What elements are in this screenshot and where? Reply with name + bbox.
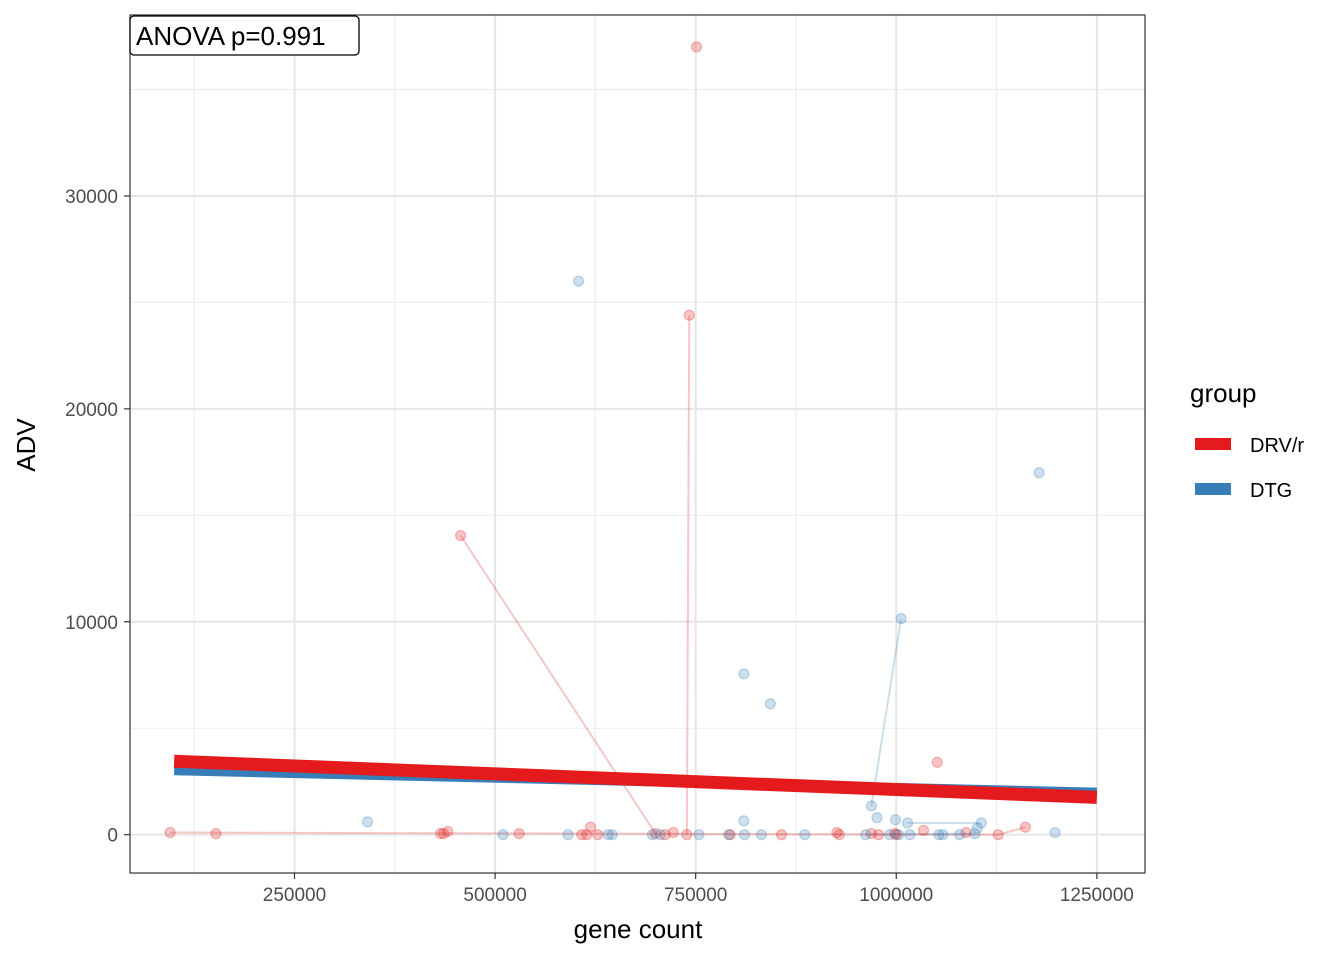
data-point-drv-r bbox=[831, 826, 843, 839]
pair-lines bbox=[170, 315, 1026, 836]
data-point-dtg bbox=[606, 829, 618, 841]
data-point-drv-r bbox=[442, 825, 454, 838]
y-tick-label: 10000 bbox=[65, 613, 118, 634]
data-point-dtg bbox=[602, 829, 614, 841]
annotation-box bbox=[129, 15, 360, 56]
data-point-drv-r bbox=[683, 309, 695, 321]
pair-line-drv-r bbox=[685, 315, 691, 835]
data-point-dtg bbox=[646, 829, 658, 841]
data-point-dtg bbox=[860, 829, 872, 841]
data-point-dtg bbox=[895, 612, 907, 625]
data-point-dtg bbox=[799, 829, 811, 841]
data-point-dtg bbox=[884, 829, 896, 841]
legend-label-dtg: DTG bbox=[1250, 480, 1292, 502]
pair-line-drv-r bbox=[997, 826, 1026, 836]
data-point-dtg bbox=[361, 816, 374, 828]
data-point-drv-r bbox=[960, 826, 972, 839]
trend-lines bbox=[173, 754, 1098, 804]
data-point-drv-r bbox=[438, 828, 450, 840]
data-point-dtg bbox=[738, 668, 750, 680]
data-point-dtg bbox=[693, 829, 705, 841]
data-point-drv-r bbox=[865, 828, 877, 840]
pair-line-dtg bbox=[865, 832, 975, 836]
data-point-drv-r bbox=[513, 828, 525, 840]
y-tick-label: 20000 bbox=[65, 400, 118, 421]
data-point-drv-r bbox=[454, 529, 467, 542]
data-point-drv-r bbox=[931, 756, 943, 768]
data-point-dtg bbox=[562, 829, 574, 841]
data-point-dtg bbox=[933, 829, 945, 841]
minor-gridlines bbox=[130, 15, 1145, 873]
plot-panel-border bbox=[129, 14, 1146, 874]
data-point-drv-r bbox=[649, 828, 662, 840]
data-point-drv-r bbox=[210, 828, 222, 840]
data-point-drv-r bbox=[164, 826, 176, 839]
y-tick-label: 30000 bbox=[65, 187, 118, 208]
data-point-drv-r bbox=[681, 829, 693, 841]
data-point-drv-r bbox=[775, 829, 788, 841]
data-point-dtg bbox=[654, 829, 666, 841]
pair-line-drv-r bbox=[170, 831, 999, 836]
data-point-dtg bbox=[871, 812, 883, 824]
x-tick-label: 500000 bbox=[463, 885, 526, 906]
data-point-dtg bbox=[954, 829, 966, 841]
data-point-drv-r bbox=[1019, 821, 1032, 833]
data-point-dtg bbox=[739, 829, 751, 841]
trend-line-drv-r bbox=[173, 754, 1098, 804]
data-point-dtg bbox=[893, 829, 905, 841]
data-point-drv-r bbox=[434, 828, 447, 840]
data-point-drv-r bbox=[667, 826, 679, 839]
data-point-drv-r bbox=[992, 829, 1004, 841]
data-point-dtg bbox=[497, 829, 509, 841]
data-point-drv-r bbox=[890, 829, 902, 841]
data-point-dtg bbox=[969, 828, 981, 840]
y-tick-label: 0 bbox=[107, 826, 118, 847]
x-tick-label: 1000000 bbox=[859, 885, 933, 906]
axis-ticks: 250000 500000 750000 1000000 1250000 0 10000 20… bbox=[65, 187, 1134, 906]
data-point-drv-r bbox=[576, 829, 588, 841]
x-tick-label: 1250000 bbox=[1060, 885, 1134, 906]
data-point-dtg bbox=[904, 829, 916, 841]
pair-line-dtg bbox=[870, 618, 903, 807]
anova-annotation: ANOVA p=0.991 bbox=[129, 15, 360, 56]
data-point-dtg bbox=[755, 829, 768, 841]
y-axis-title: ADV bbox=[11, 418, 41, 472]
data-point-drv-r bbox=[917, 824, 930, 837]
data-point-drv-r bbox=[580, 829, 593, 841]
data-point-dtg bbox=[722, 829, 735, 841]
major-gridlines bbox=[130, 15, 1145, 873]
legend: group DRV/r DTG bbox=[1190, 378, 1304, 502]
data-point-dtg bbox=[901, 817, 914, 829]
data-point-dtg bbox=[738, 815, 750, 827]
data-point-drv-r bbox=[889, 828, 901, 840]
x-tick-label: 250000 bbox=[263, 885, 326, 906]
data-point-drv-r bbox=[724, 829, 736, 841]
annotation-text: ANOVA p=0.991 bbox=[136, 21, 326, 51]
data-point-drv-r bbox=[659, 829, 671, 841]
data-point-drv-r bbox=[584, 821, 597, 833]
data-points bbox=[164, 41, 1061, 841]
data-point-dtg bbox=[572, 275, 585, 287]
data-point-dtg bbox=[764, 698, 776, 710]
x-tick-label: 750000 bbox=[664, 885, 727, 906]
data-point-dtg bbox=[1049, 826, 1061, 839]
data-point-dtg bbox=[971, 822, 983, 834]
legend-label-drv-r: DRV/r bbox=[1250, 435, 1304, 457]
data-point-drv-r bbox=[873, 829, 885, 841]
data-point-dtg bbox=[865, 800, 877, 812]
data-point-drv-r bbox=[592, 829, 604, 841]
data-point-dtg bbox=[1033, 467, 1045, 479]
data-point-dtg bbox=[889, 814, 902, 826]
x-axis-title: gene count bbox=[574, 914, 703, 944]
data-point-dtg bbox=[975, 817, 987, 829]
data-point-dtg bbox=[937, 829, 949, 841]
data-point-drv-r bbox=[690, 41, 703, 53]
data-point-drv-r bbox=[833, 829, 845, 841]
legend-title: group bbox=[1190, 378, 1257, 408]
